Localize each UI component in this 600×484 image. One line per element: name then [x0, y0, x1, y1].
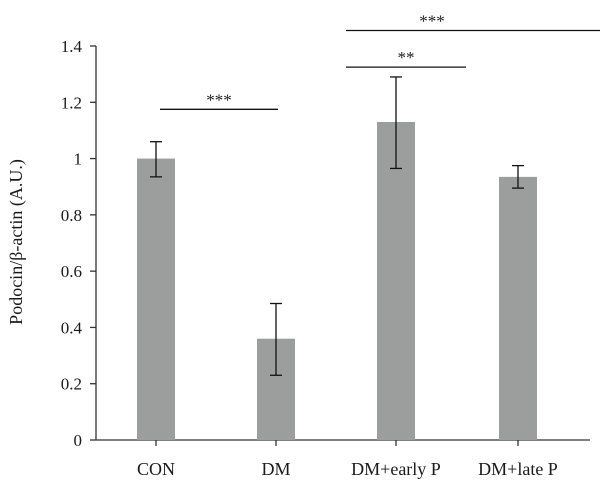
y-tick-label: 1.4 — [61, 37, 83, 56]
x-tick-label: DM+early P — [351, 459, 441, 479]
x-tick-label: DM+late P — [478, 459, 558, 479]
significance-label: *** — [419, 12, 445, 31]
y-tick-label: 1 — [74, 150, 83, 169]
y-axis-label: Podocin/β-actin (A.U.) — [6, 159, 27, 325]
x-tick-label: CON — [137, 459, 175, 479]
significance-label: ** — [398, 48, 415, 67]
y-tick-label: 0.4 — [61, 318, 83, 337]
bar — [377, 121, 415, 440]
y-tick-label: 0.8 — [61, 206, 82, 225]
error-bar — [390, 76, 402, 170]
y-tick-label: 1.2 — [61, 93, 82, 112]
significance-label: *** — [206, 90, 232, 109]
significance-brackets: ******** — [160, 12, 600, 110]
y-tick-label: 0.2 — [61, 375, 82, 394]
x-axis: CON DM DM+early P DM+late P — [96, 439, 590, 479]
bars — [137, 121, 537, 441]
error-bar — [270, 302, 282, 376]
y-tick-label: 0.6 — [61, 262, 82, 281]
error-bar — [150, 141, 162, 178]
error-bars — [150, 76, 524, 376]
y-axis: 0 0.2 0.4 0.6 0.8 1 1.2 1.4 — [61, 37, 97, 450]
error-bar — [512, 164, 524, 189]
y-tick-label: 0 — [74, 431, 83, 450]
bar — [137, 158, 175, 441]
bar — [499, 176, 537, 440]
x-tick-label: DM — [261, 459, 290, 479]
